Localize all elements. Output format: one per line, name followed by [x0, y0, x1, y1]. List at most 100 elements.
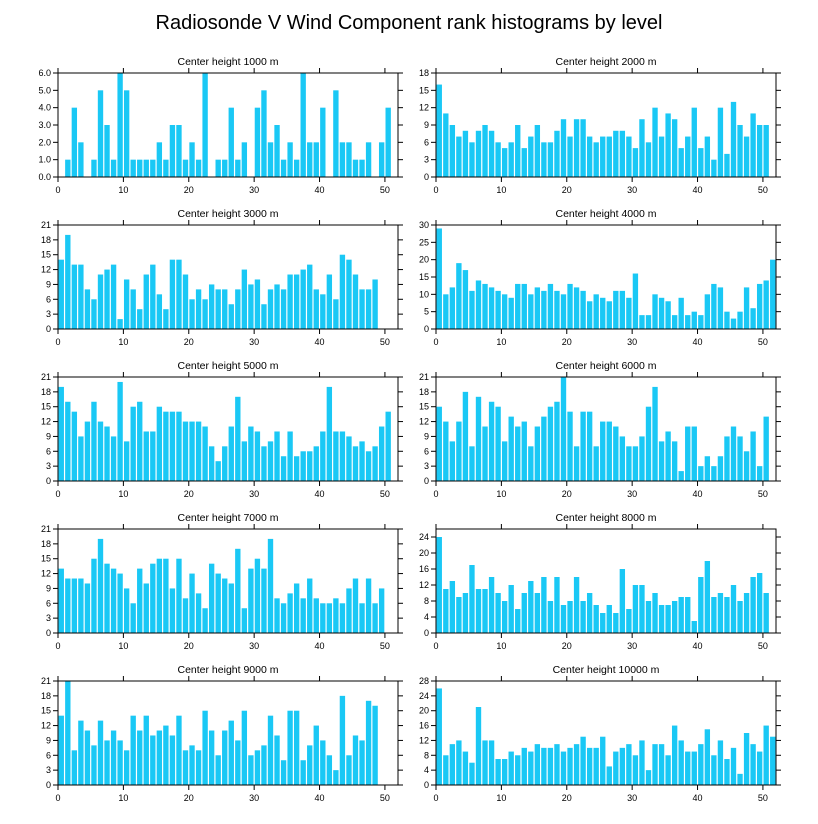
y-tick-label: 20 [419, 706, 429, 716]
histogram-bar [110, 159, 117, 177]
histogram-bar [541, 577, 547, 633]
histogram-bar [658, 136, 665, 177]
y-tick-label: 6 [46, 294, 51, 304]
histogram-panel: Center height 10000 m 0 4 8 12 16 20 24 28 0 10 20 3… [419, 664, 781, 803]
x-tick-label: 50 [380, 489, 390, 499]
histogram-bar [593, 446, 599, 481]
histogram-bar [756, 125, 763, 177]
axis-frame [435, 528, 777, 634]
histogram-bar [717, 107, 724, 177]
histogram-bar [606, 766, 612, 785]
y-tick-label: 21 [41, 524, 51, 534]
panel-title: Center height 3000 m [178, 208, 279, 220]
histogram-bar [665, 755, 671, 785]
x-tick-label: 30 [627, 185, 637, 195]
histogram-bar [763, 125, 769, 177]
histogram-bar [678, 297, 684, 329]
histogram-bar [645, 406, 652, 481]
histogram-bar [508, 585, 514, 633]
histogram-bar [280, 456, 287, 481]
panels: Center height 1000 m 0.0 1.0 2.0 3.0 4.0 5.0 6.… [38, 56, 781, 803]
y-tick-label: 18 [41, 235, 51, 245]
y-tick-label: 9 [424, 431, 429, 441]
histogram-bar [645, 770, 652, 785]
histogram-bar [300, 451, 306, 481]
histogram-bar [567, 411, 573, 481]
histogram-bar [300, 73, 306, 177]
histogram-bar [717, 593, 724, 633]
histogram-bar [320, 740, 326, 785]
histogram-bar [743, 136, 750, 177]
histogram-bar [501, 601, 508, 633]
histogram-bar [560, 605, 567, 633]
y-tick-label: 6 [46, 446, 51, 456]
histogram-bar [580, 736, 586, 785]
histogram-bar [104, 426, 110, 481]
y-tick-label: 3 [424, 155, 429, 165]
histogram-bar [228, 583, 234, 633]
x-tick-label: 0 [433, 185, 438, 195]
histogram-bar [600, 421, 606, 481]
x-tick-label: 0 [55, 793, 60, 803]
histogram-bar [163, 411, 169, 481]
histogram-bar [293, 274, 300, 329]
histogram-bar [228, 304, 234, 329]
x-tick-label: 0 [433, 641, 438, 651]
histogram-bar [346, 588, 352, 633]
histogram-bar [671, 315, 678, 329]
histogram-bar [573, 577, 580, 633]
x-tick-label: 0 [433, 489, 438, 499]
histogram-bar [632, 755, 639, 785]
histogram-bar [573, 287, 580, 329]
x-tick-label: 0 [433, 793, 438, 803]
histogram-bar [137, 159, 143, 177]
histogram-bar [613, 130, 619, 177]
histogram-panel: Center height 7000 m 0 3 6 9 12 15 18 21 0 10 20 30 4… [41, 512, 403, 651]
histogram-bar [202, 73, 208, 177]
histogram-bar [586, 593, 593, 633]
y-tick-label: 4.0 [38, 103, 51, 113]
histogram-bar [756, 751, 763, 785]
histogram-bar [724, 597, 730, 633]
y-tick-label: 15 [41, 250, 51, 260]
histogram-bar [626, 744, 632, 785]
histogram-bar [313, 598, 319, 633]
histogram-bar [456, 421, 462, 481]
x-tick-label: 50 [380, 641, 390, 651]
y-tick-label: 9 [424, 120, 429, 130]
histogram-bar [541, 747, 547, 785]
histogram-bar [378, 588, 385, 633]
y-tick-label: 12 [419, 417, 429, 427]
histogram-bar [534, 426, 541, 481]
histogram-bar [593, 294, 599, 329]
histogram-bar [737, 436, 743, 481]
y-tick-label: 15 [41, 554, 51, 564]
histogram-bar [359, 740, 365, 785]
histogram-bar [123, 90, 130, 177]
histogram-bar [652, 107, 658, 177]
histogram-bar [541, 290, 547, 329]
x-tick-label: 50 [758, 641, 768, 651]
histogram-bar [456, 263, 462, 329]
histogram-bar [97, 90, 104, 177]
histogram-panel: Center height 4000 m 0 5 10 15 20 25 30 0 10 20 30 4… [419, 208, 781, 347]
histogram-bar [521, 148, 527, 177]
histogram-panel: Center height 8000 m 0 4 8 12 16 20 24 0 10 20 30 40… [419, 512, 781, 651]
x-tick-label: 20 [562, 793, 572, 803]
histogram-bar [58, 715, 64, 785]
histogram-bar [475, 280, 482, 329]
histogram-bar [130, 603, 136, 633]
histogram-bar [91, 558, 97, 633]
histogram-bar [195, 593, 202, 633]
histogram-bar [222, 730, 228, 785]
histogram-bar [215, 461, 221, 481]
histogram-bar [241, 608, 248, 633]
histogram-bar [469, 565, 475, 633]
histogram-bar [235, 289, 241, 329]
histogram-bar [372, 279, 378, 329]
histogram-bar [619, 130, 626, 177]
histogram-bar [652, 294, 658, 329]
histogram-bar [652, 593, 658, 633]
histogram-bar [443, 589, 449, 633]
histogram-bar [547, 283, 554, 329]
